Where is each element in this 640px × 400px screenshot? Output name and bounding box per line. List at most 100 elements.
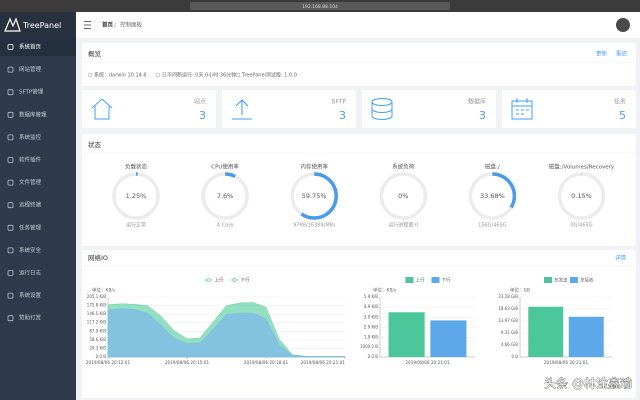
menu-icon bbox=[7, 292, 14, 299]
unit-label: 单位：GB bbox=[510, 287, 530, 294]
gauge-value: 7.6% bbox=[217, 192, 234, 200]
info-icon bbox=[155, 72, 161, 78]
menu-icon bbox=[7, 44, 14, 50]
action[interactable]: 重启 bbox=[616, 50, 627, 58]
bar bbox=[568, 316, 604, 357]
menu-icon bbox=[7, 270, 14, 276]
action[interactable]: 更新 bbox=[596, 50, 608, 58]
header bbox=[76, 12, 640, 38]
menu-item[interactable]: 软件插件 bbox=[19, 156, 42, 164]
overview-item: 系统：darwin 10.14.6 bbox=[94, 72, 147, 79]
y-tick-label: 13.97 GiB bbox=[498, 318, 518, 323]
gauge-value: 59.75% bbox=[302, 192, 327, 200]
menu-icon bbox=[7, 66, 14, 73]
stat-card[interactable] bbox=[502, 90, 636, 128]
stat-icon bbox=[511, 98, 533, 120]
legend-swatch bbox=[570, 277, 578, 283]
menu-item[interactable]: 系统首页 bbox=[19, 43, 42, 51]
menu-icon bbox=[7, 315, 14, 322]
y-tick-label: 3.9 KiB bbox=[364, 314, 378, 319]
info-icon bbox=[87, 72, 93, 78]
y-tick-label: 18.63 GiB bbox=[498, 306, 518, 311]
breadcrumb: 控制面板 bbox=[120, 21, 143, 29]
x-tick-label: 2019/08/06 20:21:01 bbox=[301, 360, 346, 365]
menu-item[interactable]: 远程终端 bbox=[19, 201, 42, 209]
gauge-arc bbox=[557, 172, 606, 220]
legend-label[interactable]: 总接收 bbox=[580, 277, 594, 284]
stat-label: 数据库 bbox=[468, 98, 486, 106]
gauge-detail: 运行正常 bbox=[126, 222, 146, 229]
x-tick-label: 2019/08/06 20:18:01 bbox=[244, 360, 289, 365]
breadcrumb[interactable]: 首页 bbox=[102, 21, 114, 29]
menu-item[interactable]: 赞助打赏 bbox=[19, 314, 42, 322]
menu-icon bbox=[7, 247, 14, 254]
unit-label: 单位：KB/s bbox=[373, 287, 397, 294]
y-tick-label: 1000.0 B bbox=[360, 344, 378, 349]
legend-label[interactable]: 上行 bbox=[215, 277, 224, 284]
menu-item[interactable]: 系统监控 bbox=[19, 133, 42, 141]
gauge-detail: 运行进程量:0 bbox=[388, 222, 418, 229]
menu-icon bbox=[7, 224, 14, 231]
status-title: 状态 bbox=[88, 140, 102, 149]
y-tick-label: 2.9 KiB bbox=[364, 325, 378, 330]
menu-item[interactable]: 系统设置 bbox=[19, 291, 42, 299]
legend-swatch bbox=[431, 277, 440, 283]
stat-card[interactable] bbox=[222, 90, 356, 128]
menu-item[interactable]: 网站管理 bbox=[19, 65, 42, 73]
stat-value: 3 bbox=[339, 109, 346, 122]
menu-icon bbox=[7, 134, 14, 141]
gauge-title: CPU使用率 bbox=[211, 163, 239, 171]
stat-label: 任务 bbox=[614, 98, 626, 106]
address-bar[interactable] bbox=[190, 2, 450, 10]
area bbox=[107, 308, 346, 358]
gauge-value: 0.15% bbox=[571, 192, 592, 200]
y-tick-label: 5.9 KiB bbox=[364, 294, 378, 299]
gauge-title: 内存使用率 bbox=[300, 163, 328, 171]
y-tick-label: 0 B bbox=[511, 354, 518, 359]
legend-label[interactable]: 上行 bbox=[416, 277, 425, 284]
watermark: 头条 @林淦鑫瑜 bbox=[544, 376, 632, 391]
menu-item[interactable]: SFTP管理 bbox=[19, 88, 44, 96]
bar bbox=[388, 312, 425, 357]
y-tick-label: 1.9 KiB bbox=[364, 335, 378, 340]
bar bbox=[430, 320, 467, 357]
stat-card[interactable] bbox=[362, 90, 496, 128]
y-tick-label: 175.8 KiB bbox=[87, 303, 106, 308]
y-tick-label: 9.31 GiB bbox=[501, 330, 518, 335]
y-tick-label: 117.2 KiB bbox=[87, 320, 106, 325]
y-tick-label: 87.9 KiB bbox=[89, 328, 106, 333]
menu-item[interactable]: 文件管理 bbox=[19, 178, 42, 186]
legend-label[interactable]: 总发送 bbox=[554, 277, 568, 284]
menu-icon bbox=[7, 89, 14, 96]
bar bbox=[528, 306, 564, 357]
menu-item[interactable]: 数据库管理 bbox=[19, 110, 47, 118]
gauge-detail: 4 Core bbox=[217, 223, 233, 229]
avatar[interactable] bbox=[616, 18, 630, 32]
overview-title: 概览 bbox=[88, 49, 102, 58]
menu-item[interactable]: 任务管理 bbox=[19, 223, 42, 231]
gauge-track bbox=[379, 172, 428, 220]
menu-item[interactable]: 系统安全 bbox=[19, 246, 42, 254]
overview-item: 已不间断运行: 0天 0小时 36分钟 bbox=[162, 72, 236, 79]
detail-link[interactable]: 详情 bbox=[615, 254, 627, 262]
stat-value: 5 bbox=[619, 109, 626, 122]
stat-icon bbox=[232, 99, 252, 120]
stat-label: SFTP bbox=[332, 99, 347, 106]
y-tick-label: 4.66 GiB bbox=[501, 342, 518, 347]
y-tick-label: 4.9 KiB bbox=[364, 304, 378, 309]
gauge-detail: 0G/465G bbox=[570, 223, 592, 229]
stat-icon bbox=[371, 98, 393, 120]
legend-label[interactable]: 下行 bbox=[241, 277, 250, 284]
y-tick-label: 0.0 B bbox=[368, 354, 379, 359]
network-title: 网络IO bbox=[88, 253, 108, 262]
legend-label[interactable]: 下行 bbox=[442, 277, 451, 284]
gauge-value: 0% bbox=[398, 192, 408, 200]
x-tick-label: 2019/08/06 20:12:01 bbox=[86, 360, 131, 365]
menu-icon bbox=[7, 179, 14, 186]
status-card bbox=[82, 134, 636, 246]
menu-item[interactable]: 运行日志 bbox=[19, 269, 42, 277]
gauge-arc bbox=[290, 172, 338, 220]
stat-card[interactable] bbox=[82, 90, 216, 128]
address: 192.168.88.104 bbox=[302, 4, 338, 10]
